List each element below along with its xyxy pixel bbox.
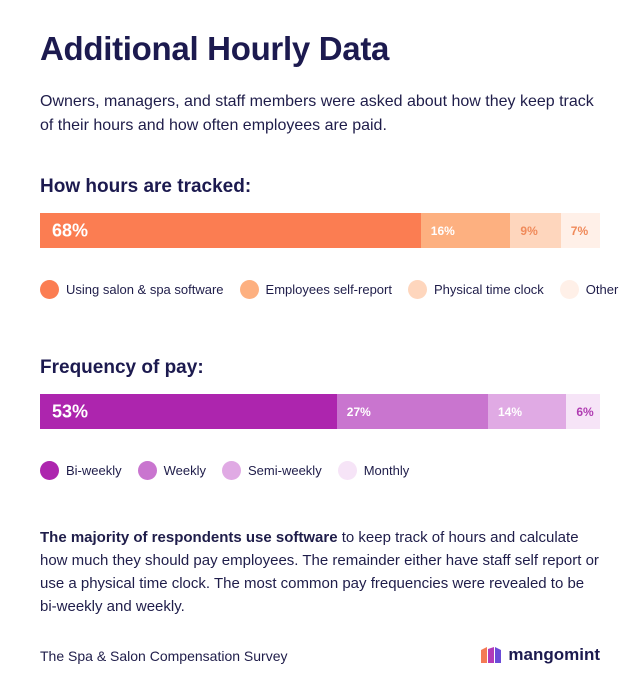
- legend-hours-tracked: Using salon & spa software Employees self…: [40, 280, 634, 299]
- legend-label: Other: [585, 282, 619, 297]
- brand-logo[interactable]: mangomint: [481, 645, 600, 665]
- legend-item: Bi-weekly: [40, 461, 122, 480]
- legend-swatch: [559, 280, 579, 299]
- legend-swatch: [40, 280, 59, 299]
- summary-bold: The majority of respondents use software: [40, 529, 338, 546]
- stacked-bar-pay-frequency: 53% 27% 14% 6%: [40, 394, 600, 429]
- legend-swatch: [337, 461, 357, 480]
- intro-text: Owners, managers, and staff members were…: [40, 93, 594, 134]
- legend-label: Employees self-report: [265, 282, 392, 297]
- legend-swatch: [222, 461, 242, 480]
- data-label: 53%: [52, 401, 89, 421]
- legend-swatch: [407, 280, 427, 299]
- mangomint-logo-icon: [481, 647, 502, 663]
- legend-label: Bi-weekly: [66, 463, 122, 478]
- bar-segment-weekly: 27%: [336, 394, 488, 429]
- legend-swatch: [239, 280, 259, 299]
- legend-label: Monthly: [363, 463, 410, 478]
- bar-segment-physical-time-clock: 9%: [510, 213, 561, 248]
- page-title: Additional Hourly Data: [40, 30, 390, 67]
- survey-source: The Spa & Salon Compensation Survey: [40, 648, 288, 664]
- chart-title-pay-frequency: Frequency of pay:: [40, 357, 204, 378]
- summary-text: The majority of respondents use software…: [40, 526, 600, 618]
- bar-segment-semi-weekly: 14%: [487, 394, 567, 429]
- legend-item: Semi-weekly: [222, 461, 322, 480]
- legend-label: Using salon & spa software: [66, 282, 224, 297]
- bar-segment-bi-weekly: 53%: [40, 394, 337, 429]
- data-label: 27%: [346, 404, 371, 419]
- legend-item: Monthly: [337, 461, 410, 480]
- data-label: 14%: [497, 404, 523, 419]
- legend-pay-frequency: Bi-weekly Weekly Semi-weekly Monthly: [40, 461, 425, 480]
- data-label: 7%: [570, 223, 589, 238]
- bar-segment-other: 7%: [560, 213, 600, 248]
- legend-swatch: [40, 461, 59, 480]
- data-label: 68%: [52, 220, 89, 240]
- data-label: 9%: [520, 223, 538, 238]
- data-label: 6%: [576, 404, 594, 419]
- data-label: 16%: [430, 223, 455, 238]
- stacked-bar-hours-tracked: 68% 16% 9% 7%: [40, 213, 600, 248]
- legend-label: Weekly: [163, 463, 207, 478]
- summary-rest: to keep track of hours and calculate how…: [40, 529, 599, 615]
- legend-item: Physical time clock: [407, 280, 544, 299]
- legend-swatch: [137, 461, 157, 480]
- legend-item: Weekly: [137, 461, 207, 480]
- legend-item: Employees self-report: [239, 280, 392, 299]
- legend-label: Physical time clock: [433, 282, 544, 297]
- brand-name: mangomint: [508, 645, 600, 664]
- bar-segment-using-salon-spa-software: 68%: [40, 213, 421, 248]
- bar-segment-employees-self-report: 16%: [420, 213, 511, 248]
- legend-label: Semi-weekly: [248, 463, 322, 478]
- legend-item: Using salon & spa software: [40, 280, 224, 299]
- bar-segment-monthly: 6%: [566, 394, 600, 429]
- chart-title-hours-tracked: How hours are tracked:: [40, 176, 252, 197]
- legend-item: Other: [559, 280, 619, 299]
